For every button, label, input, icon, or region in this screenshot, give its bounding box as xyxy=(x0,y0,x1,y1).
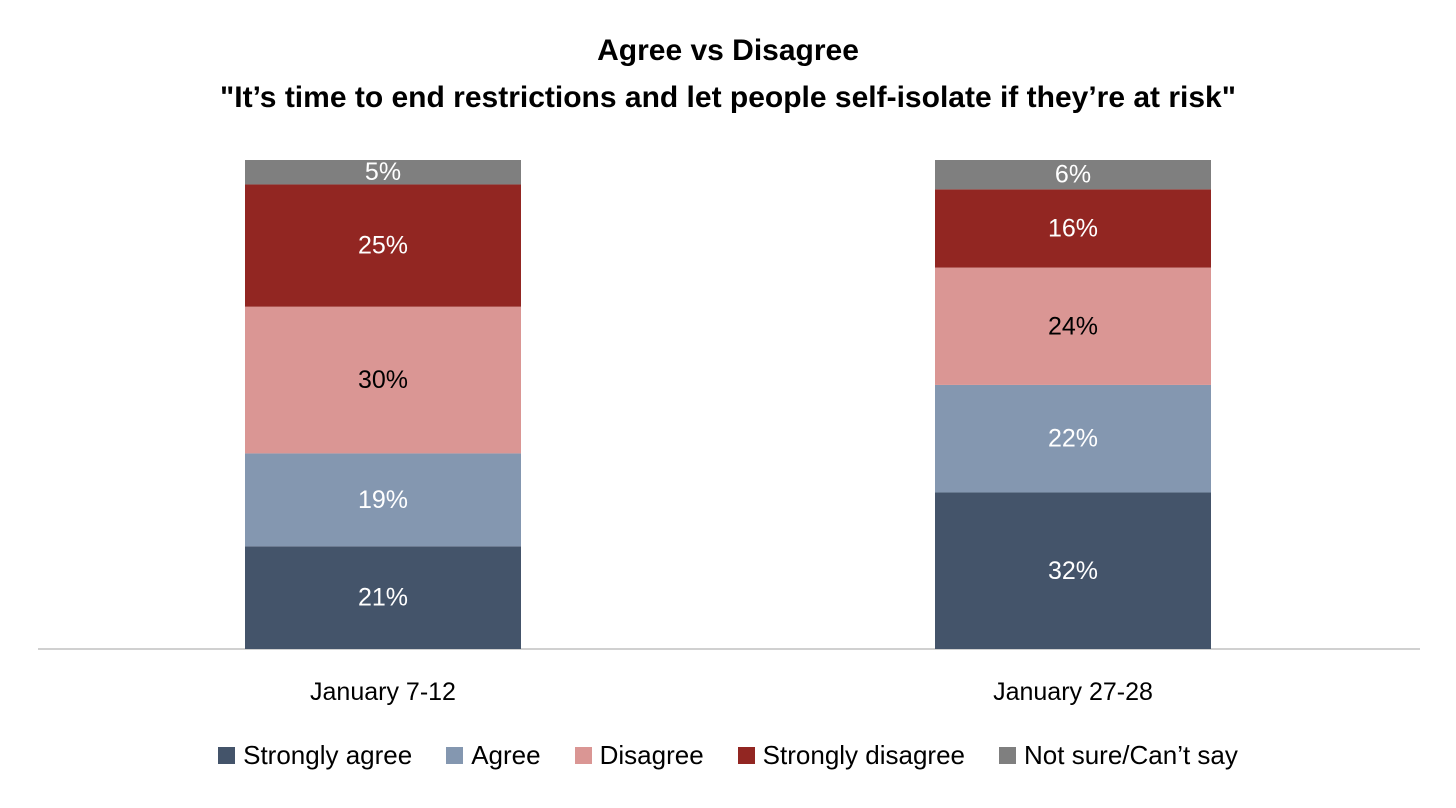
legend-item: Not sure/Can’t say xyxy=(999,740,1238,771)
data-label: 16% xyxy=(1048,214,1098,242)
bar-segment xyxy=(935,267,1211,385)
bars-layer xyxy=(245,160,1211,649)
chart-title: Agree vs Disagree xyxy=(597,34,859,67)
legend-label: Strongly agree xyxy=(243,740,413,770)
legend-swatch xyxy=(737,747,755,764)
data-label: 32% xyxy=(1048,557,1098,585)
legend-swatch xyxy=(574,747,592,764)
data-label: 6% xyxy=(1055,161,1091,189)
data-label: 24% xyxy=(1048,312,1098,340)
x-tick-label: January 27-28 xyxy=(993,678,1153,706)
legend-label: Disagree xyxy=(599,740,704,770)
data-label: 22% xyxy=(1048,425,1098,453)
legend-item: Agree xyxy=(446,740,541,771)
legend-item: Strongly agree xyxy=(218,740,412,771)
legend-item: Disagree xyxy=(574,740,704,771)
data-labels-layer: 21% 19% 30% 25% 5% 32% 22% 24% 16% 6% xyxy=(358,158,1098,611)
x-tick-labels: January 7-12 January 27-28 xyxy=(310,678,1153,706)
bar-segment xyxy=(245,546,521,649)
x-tick-label: January 7-12 xyxy=(310,678,456,706)
legend-swatch xyxy=(446,747,464,764)
legend-swatch xyxy=(999,747,1017,764)
bar-segment xyxy=(935,492,1211,649)
bar-segment xyxy=(935,189,1211,268)
data-label: 30% xyxy=(358,366,408,394)
bar-segment xyxy=(935,384,1211,493)
chart-subtitle: "It’s time to end restrictions and let p… xyxy=(220,81,1236,114)
data-label: 21% xyxy=(358,584,408,612)
legend-label: Agree xyxy=(471,740,541,770)
data-label: 5% xyxy=(365,158,401,186)
bar-segment xyxy=(245,184,521,307)
legend-label: Not sure/Can’t say xyxy=(1024,740,1238,770)
bar-segment xyxy=(245,453,521,547)
data-label: 19% xyxy=(358,486,408,514)
legend: Strongly agree Agree Disagree Strongly disa… xyxy=(0,740,1456,771)
bar-segment xyxy=(245,306,521,454)
data-label: 25% xyxy=(358,232,408,260)
bar-segment xyxy=(245,160,521,185)
legend-swatch xyxy=(218,747,236,764)
bar-segment xyxy=(935,160,1211,190)
legend-label: Strongly disagree xyxy=(762,740,966,770)
legend-item: Strongly disagree xyxy=(737,740,966,771)
